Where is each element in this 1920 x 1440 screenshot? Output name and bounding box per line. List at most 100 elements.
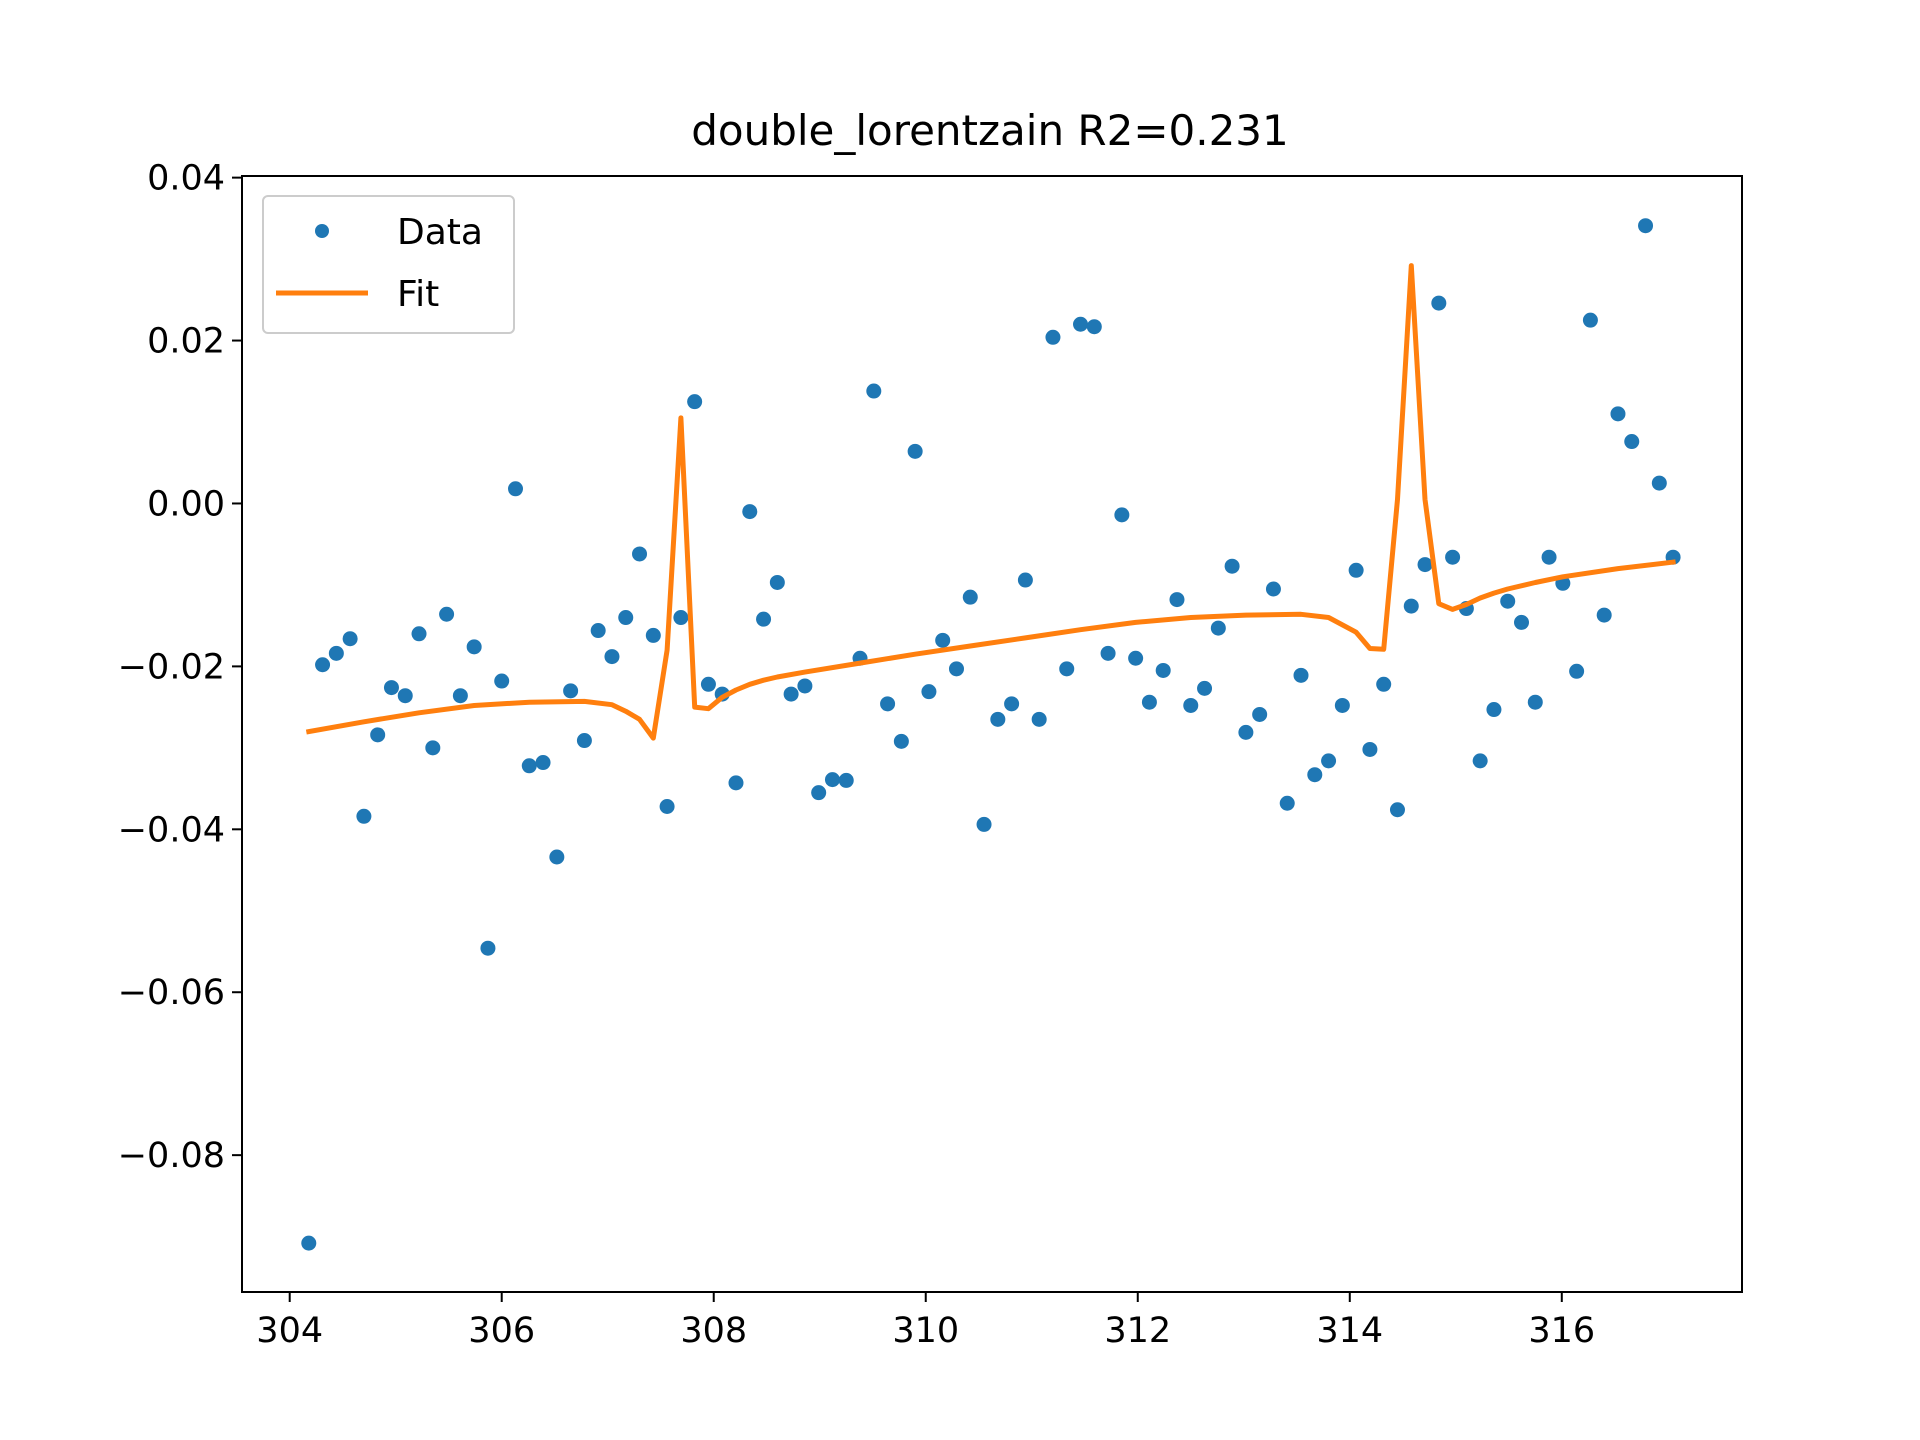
plot-layer: [301, 218, 1681, 1251]
data-point: [1017, 572, 1033, 588]
data-point: [673, 610, 689, 626]
data-point: [1073, 316, 1089, 332]
y-tick-label--0.08: −0.08: [118, 1136, 225, 1176]
data-point: [1334, 697, 1350, 713]
x-tick-label-316: 316: [1528, 1311, 1595, 1351]
data-point: [1045, 329, 1061, 345]
data-point: [1059, 661, 1075, 677]
data-point: [1596, 607, 1612, 623]
data-point: [1638, 218, 1654, 234]
legend-data-label: Data: [397, 212, 483, 253]
data-point: [370, 727, 386, 743]
data-point: [1128, 650, 1144, 666]
data-point: [907, 443, 923, 459]
data-point: [507, 481, 523, 497]
data-point: [742, 504, 758, 520]
data-point: [1197, 680, 1213, 696]
data-point: [1114, 507, 1130, 523]
data-point: [1238, 724, 1254, 740]
data-point: [838, 772, 854, 788]
data-point: [521, 758, 537, 774]
data-point: [563, 683, 579, 699]
data-point: [783, 686, 799, 702]
data-point: [1651, 475, 1667, 491]
data-point: [1610, 406, 1626, 422]
fit-line: [305, 263, 1676, 741]
plot-frame: [241, 175, 1743, 1293]
data-point: [1486, 702, 1502, 718]
data-point: [342, 631, 358, 647]
data-point: [452, 688, 468, 704]
y-tick-label-0.02: 0.02: [147, 322, 225, 362]
x-tick-label-304: 304: [256, 1311, 323, 1351]
data-point: [921, 684, 937, 700]
data-point: [976, 816, 992, 832]
data-point: [1403, 598, 1419, 614]
data-point: [439, 606, 455, 622]
data-point: [1569, 663, 1585, 679]
data-point: [797, 678, 813, 694]
data-point: [397, 688, 413, 704]
data-point: [1472, 753, 1488, 769]
y-tick-label--0.02: −0.02: [118, 647, 225, 687]
data-point: [645, 627, 661, 643]
data-point: [604, 649, 620, 665]
data-point: [893, 733, 909, 749]
data-point: [1445, 549, 1461, 565]
data-point: [1514, 614, 1530, 630]
data-point: [383, 680, 399, 696]
data-point: [549, 849, 565, 865]
data-point: [411, 626, 427, 642]
data-point: [632, 546, 648, 562]
data-point: [1265, 581, 1281, 597]
x-tick-label-314: 314: [1316, 1311, 1383, 1351]
data-point: [990, 711, 1006, 727]
axes-layer: 304 306 308 310 312 314 316 0.04 0.02 0.00 −0.02 −0…: [118, 159, 1595, 1351]
x-tick-label-312: 312: [1104, 1311, 1171, 1351]
x-tick-label-308: 308: [680, 1311, 747, 1351]
data-point: [811, 785, 827, 801]
legend-fit-label: Fit: [397, 274, 439, 315]
data-point: [425, 740, 441, 756]
data-point: [480, 940, 496, 956]
data-point: [466, 639, 482, 655]
data-point: [935, 632, 951, 648]
data-point: [1527, 694, 1543, 710]
x-tick-label-306: 306: [468, 1311, 535, 1351]
series-data: [301, 218, 1681, 1251]
legend-data-marker: [315, 224, 329, 238]
data-point: [1224, 558, 1240, 574]
data-point: [1362, 741, 1378, 757]
data-point: [1031, 711, 1047, 727]
data-point: [687, 394, 703, 410]
data-point: [700, 676, 716, 692]
data-point: [756, 611, 772, 627]
data-point: [948, 661, 964, 677]
data-point: [824, 772, 840, 788]
data-point: [728, 775, 744, 791]
data-point: [590, 623, 606, 639]
data-point: [1252, 706, 1268, 722]
data-point: [962, 589, 978, 605]
data-point: [1141, 694, 1157, 710]
data-point: [1169, 592, 1185, 608]
data-point: [769, 574, 785, 590]
data-point: [880, 696, 896, 712]
data-point: [356, 808, 372, 824]
data-point: [866, 383, 882, 399]
y-tick-label--0.06: −0.06: [118, 973, 225, 1013]
data-point: [1389, 802, 1405, 818]
data-point: [328, 645, 344, 661]
data-point: [1293, 667, 1309, 683]
data-point: [1100, 645, 1116, 661]
chart-title: double_lorentzain R2=0.231: [691, 106, 1289, 155]
data-point: [1279, 795, 1295, 811]
data-point: [1541, 549, 1557, 565]
data-point: [1417, 557, 1433, 573]
data-point: [576, 733, 592, 749]
data-point: [535, 755, 551, 771]
x-tick-label-310: 310: [892, 1311, 959, 1351]
data-point: [1624, 434, 1640, 450]
legend: Data Fit: [262, 195, 515, 334]
